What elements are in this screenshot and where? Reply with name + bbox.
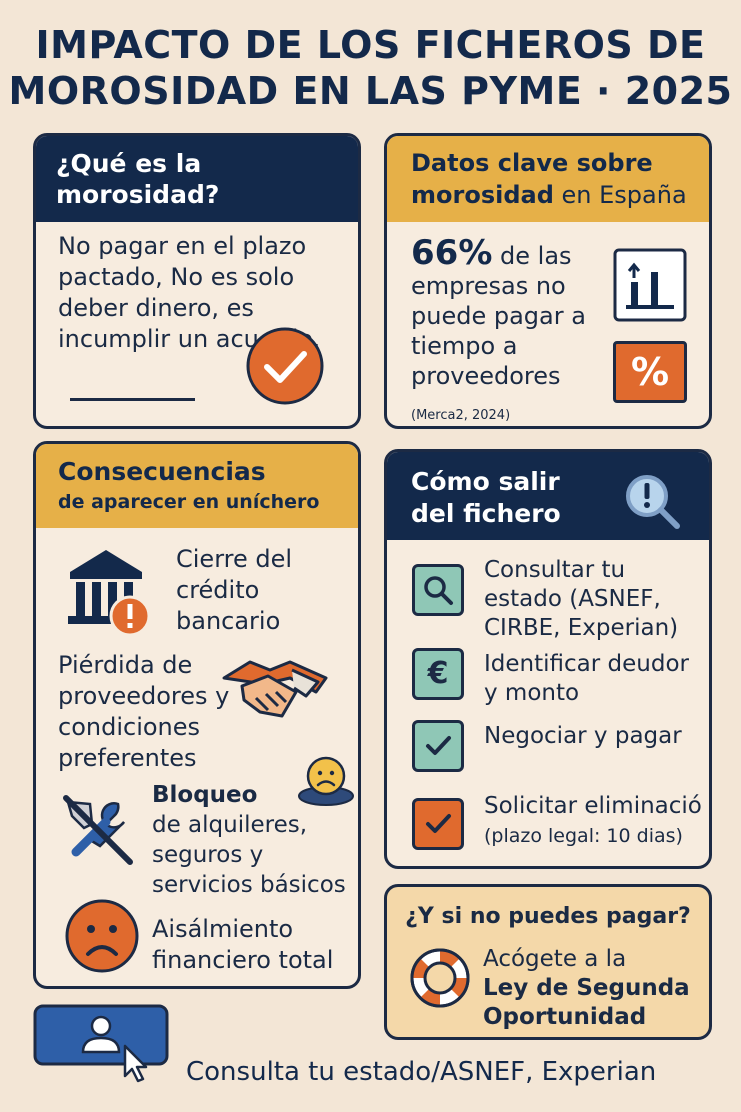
datos-heading-part1: Datos clave sobre bbox=[411, 149, 653, 177]
step-check-box bbox=[412, 720, 464, 772]
consecuencia-text-3: Bloqueo de alquileres, seguros y servici… bbox=[152, 780, 358, 900]
card-heading: Consecuencias de aparecer en uníchero bbox=[36, 444, 358, 528]
stat-text-1: de las bbox=[492, 242, 572, 270]
step-text-4: Solicitar eliminació bbox=[484, 793, 702, 819]
percent-icon: % bbox=[613, 341, 687, 403]
step-text-1: Consultar tu estado (ASNEF, CIRBE, Exper… bbox=[484, 557, 679, 641]
consecuencia-text-1: Cierre del crédito bancario bbox=[176, 545, 293, 635]
consecuencia-rest-3: de alquileres, seguros y servicios básic… bbox=[152, 812, 346, 898]
step-search-box bbox=[412, 564, 464, 616]
card-consecuencias: Consecuencias de aparecer en uníchero Ci… bbox=[33, 441, 361, 989]
step-orange-check-box bbox=[412, 798, 464, 850]
bar-chart-icon bbox=[613, 248, 687, 322]
stat-text-2: empresas no puede pagar a tiempo a prove… bbox=[411, 272, 586, 390]
checkmark-circle-icon bbox=[245, 326, 325, 406]
card-segunda-oportunidad: ¿Y si no puedes pagar? Acógete a la Ley … bbox=[384, 884, 712, 1040]
stat-value: 66% bbox=[411, 233, 493, 273]
datos-heading-part2: en España bbox=[553, 181, 687, 209]
consecuencias-heading-1: Consecuencias bbox=[58, 457, 266, 486]
percent-symbol: % bbox=[630, 350, 670, 394]
card-heading: ¿Qué es la morosidad? bbox=[36, 136, 358, 222]
user-computer-icon bbox=[33, 1004, 173, 1084]
consecuencia-bold-3: Bloqueo bbox=[152, 782, 258, 808]
datos-stat-block: 66% de las empresas no puede pagar a tie… bbox=[411, 236, 591, 391]
pagar-line-2: Ley de Segunda Oportunidad bbox=[483, 975, 690, 1030]
datos-source: (Merca2, 2024) bbox=[411, 408, 511, 423]
bank-icon bbox=[64, 544, 156, 640]
card-que-es-morosidad: ¿Qué es la morosidad? No pagar en el pla… bbox=[33, 133, 361, 429]
pagar-line-1: Acógete a la bbox=[483, 946, 627, 972]
sad-face-icon bbox=[64, 898, 140, 974]
footer-text: Consulta tu estado/ASNEF, Experian bbox=[186, 1057, 657, 1087]
consecuencia-text-4: Aisálmiento financiero total bbox=[152, 915, 334, 974]
datos-heading-bold: morosidad bbox=[411, 181, 554, 209]
step-text-3: Negociar y pagar bbox=[484, 723, 682, 749]
page-title: IMPACTO DE LOS FICHEROS DE MOROSIDAD EN … bbox=[0, 22, 741, 114]
title-line-1: IMPACTO DE LOS FICHEROS DE bbox=[35, 23, 706, 67]
consecuencia-text-2: Piérdida de proveedores y condiciones pr… bbox=[58, 651, 230, 772]
handshake-icon bbox=[220, 648, 330, 728]
check-icon bbox=[426, 814, 451, 833]
card-como-salir: Cómo salir del fichero Consultar tu esta… bbox=[384, 449, 712, 869]
check-icon bbox=[426, 736, 451, 755]
card-heading: Datos clave sobre morosidad en España bbox=[387, 136, 709, 222]
step-euro-box: € bbox=[412, 648, 464, 700]
lifebuoy-icon bbox=[407, 945, 473, 1011]
title-line-2: MOROSIDAD EN LAS PYME · 2025 bbox=[8, 69, 733, 113]
step-note-4: (plazo legal: 10 dias) bbox=[484, 825, 683, 847]
euro-icon: € bbox=[427, 656, 449, 691]
search-icon bbox=[424, 576, 453, 605]
pagar-question: ¿Y si no puedes pagar? bbox=[405, 904, 691, 929]
step-text-2: Identificar deudor y monto bbox=[484, 651, 689, 706]
underline-divider bbox=[70, 398, 195, 401]
consecuencias-heading-2: de aparecer en uníchero bbox=[58, 491, 320, 513]
card-datos-clave: Datos clave sobre morosidad en España 66… bbox=[384, 133, 712, 429]
tools-blocked-icon bbox=[60, 794, 136, 866]
search-alert-icon bbox=[623, 472, 683, 532]
sad-cloud-icon bbox=[296, 752, 356, 808]
